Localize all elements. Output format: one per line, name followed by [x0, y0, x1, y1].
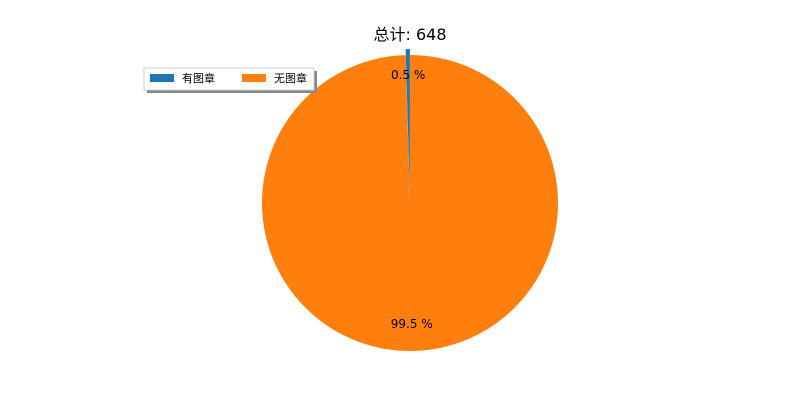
pie-slices: [262, 49, 558, 351]
legend-label-1: 无图章: [274, 71, 307, 85]
chart-title: 总计: 648: [373, 25, 446, 44]
legend-box: [143, 67, 315, 91]
pie-slice-1: [262, 55, 558, 351]
pie-percent-label-1: 99.5 %: [391, 317, 433, 331]
legend-swatch-1: [242, 74, 266, 82]
legend-swatch-0: [150, 74, 174, 82]
pie-percent-label-0: 0.5 %: [391, 68, 425, 82]
pie-labels: 0.5 % 99.5 %: [391, 68, 433, 331]
pie-slice-0: [405, 49, 410, 198]
legend: 有图章 无图章: [143, 67, 317, 93]
legend-label-0: 有图章: [182, 71, 215, 85]
